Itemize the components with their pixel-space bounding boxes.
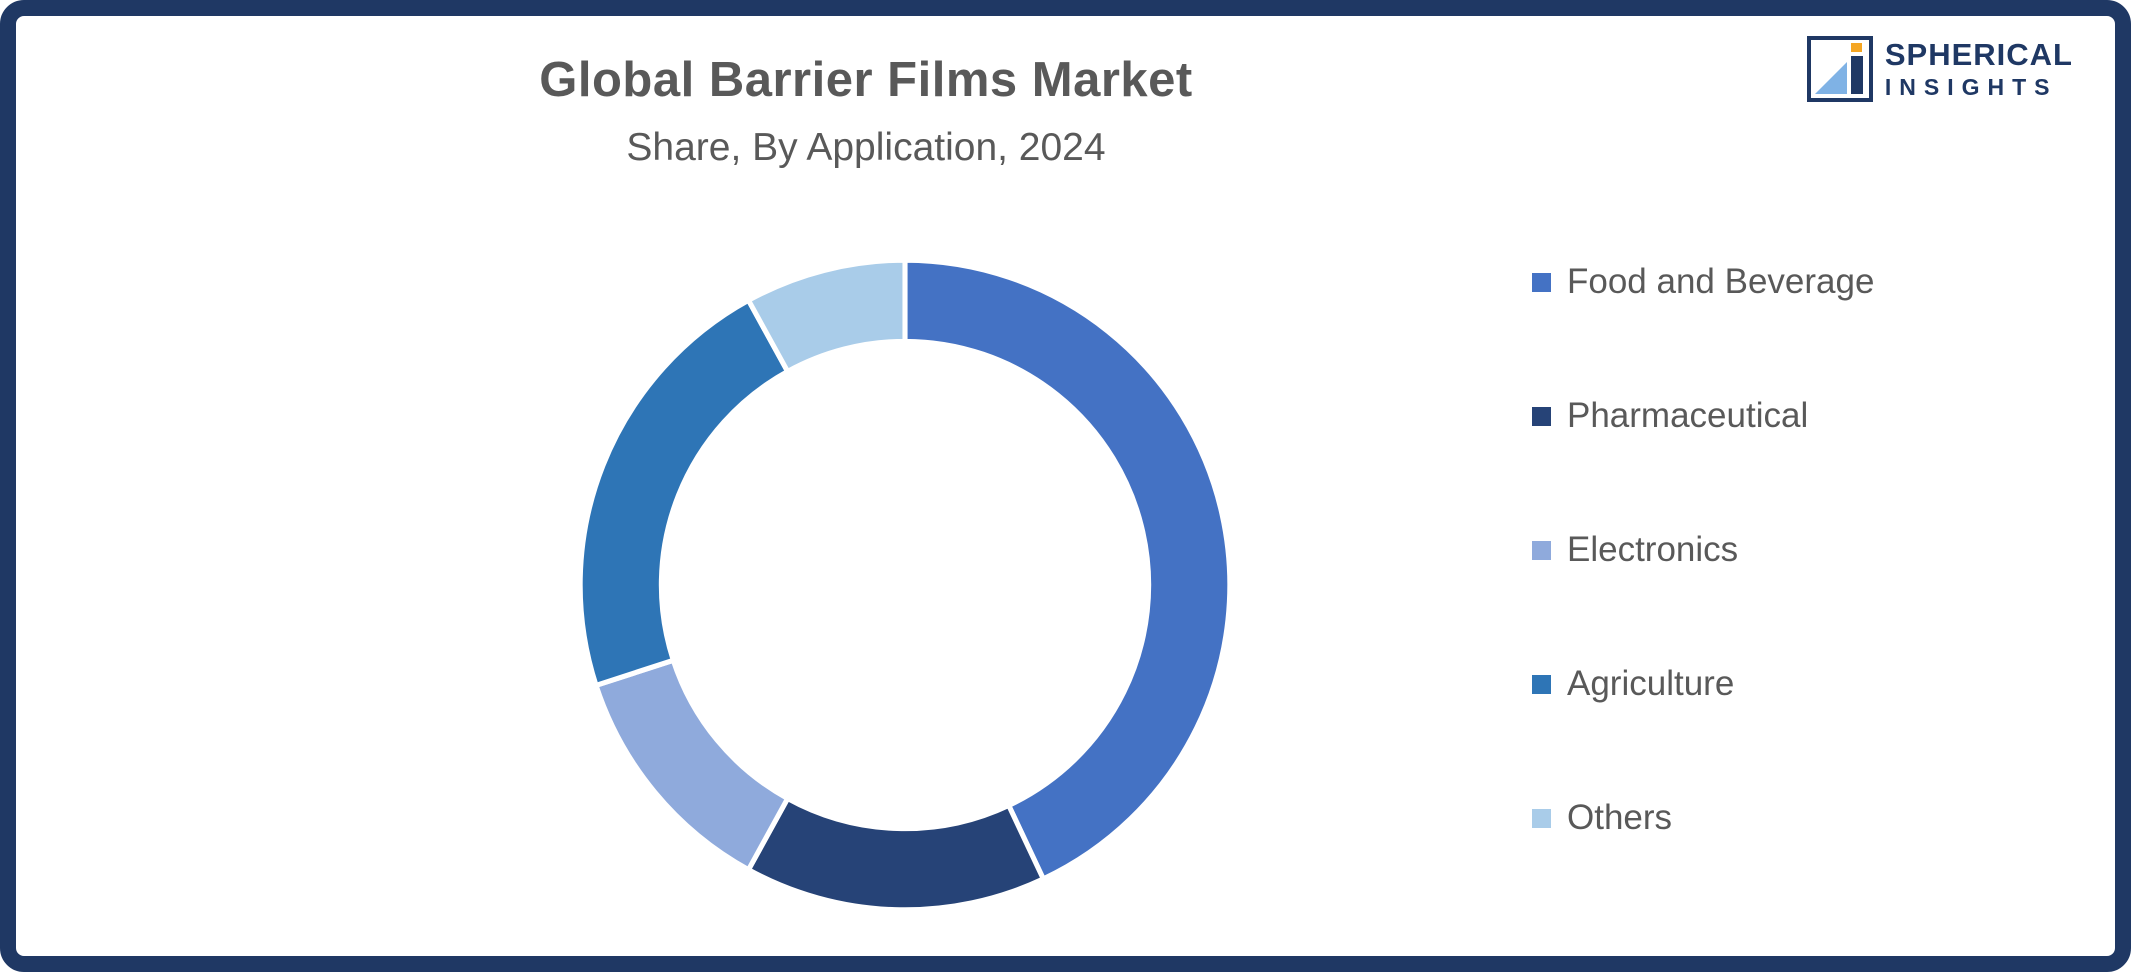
chart-legend: Food and Beverage Pharmaceutical Electro… (1532, 258, 1874, 842)
chart-subtitle: Share, By Application, 2024 (626, 126, 1106, 169)
legend-marker-icon (1532, 540, 1551, 560)
legend-marker-icon (1532, 272, 1551, 292)
legend-marker-icon (1532, 406, 1551, 426)
donut-chart-svg (577, 257, 1233, 913)
legend-label: Others (1567, 798, 1673, 837)
legend-label: Electronics (1567, 530, 1739, 569)
legend-item-agriculture: Agriculture (1532, 660, 1874, 708)
donut-segment-electronics (593, 657, 791, 873)
chart-header: Global Barrier Films Market Share, By Ap… (386, 52, 1346, 170)
legend-item-food-and-beverage: Food and Beverage (1532, 258, 1874, 306)
donut-segment-agriculture (577, 297, 791, 688)
donut-segment-others (745, 257, 908, 375)
legend-label: Food and Beverage (1567, 262, 1875, 301)
legend-marker-icon (1532, 674, 1551, 694)
chart-title: Global Barrier Films Market (539, 53, 1193, 107)
donut-segment-pharmaceutical (745, 795, 1046, 913)
brand-text: SPHERICAL INSIGHTS (1884, 36, 2073, 101)
brand-name-line1: SPHERICAL (1884, 36, 2073, 72)
donut-segment-food-and-beverage (902, 257, 1233, 882)
legend-label: Agriculture (1567, 664, 1735, 703)
legend-item-pharmaceutical: Pharmaceutical (1532, 392, 1874, 440)
brand-name-line2: INSIGHTS (1884, 74, 2058, 101)
legend-marker-icon (1532, 808, 1551, 828)
spherical-insights-logo-icon (1806, 36, 1873, 102)
legend-label: Pharmaceutical (1567, 396, 1809, 435)
legend-item-others: Others (1532, 794, 1874, 842)
legend-item-electronics: Electronics (1532, 526, 1874, 574)
donut-chart (570, 250, 1240, 920)
brand-logo: SPHERICAL INSIGHTS (1806, 36, 2073, 102)
